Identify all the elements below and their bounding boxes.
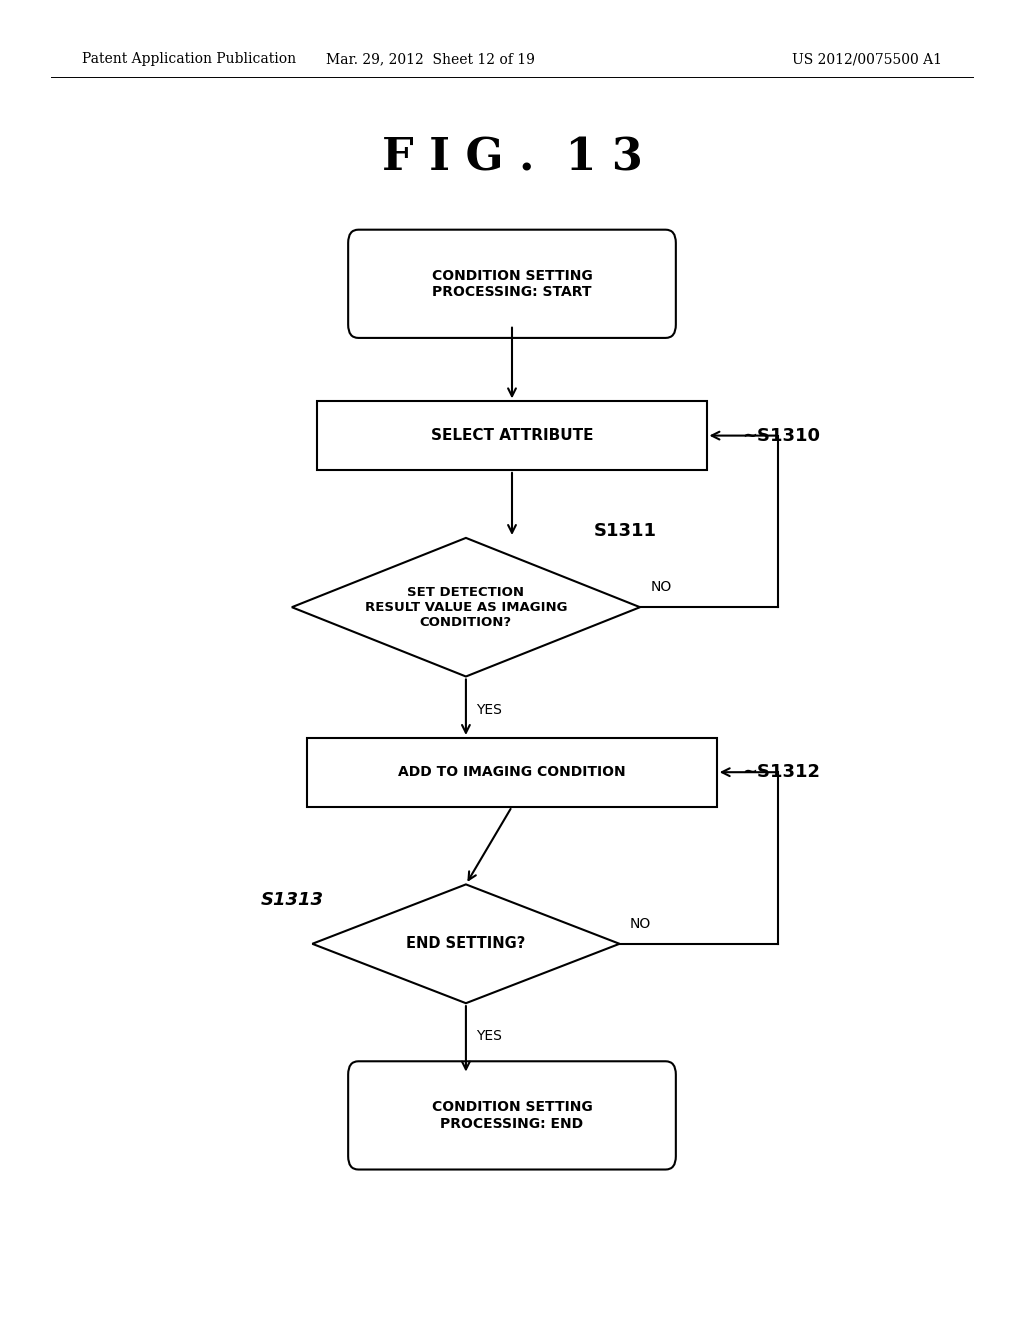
Bar bbox=[317, 401, 707, 470]
FancyBboxPatch shape bbox=[348, 230, 676, 338]
FancyBboxPatch shape bbox=[348, 1061, 676, 1170]
Text: ~S1310: ~S1310 bbox=[742, 426, 820, 445]
Text: Patent Application Publication: Patent Application Publication bbox=[82, 53, 296, 66]
Polygon shape bbox=[312, 884, 620, 1003]
Text: S1311: S1311 bbox=[594, 521, 657, 540]
Text: ~S1312: ~S1312 bbox=[742, 763, 820, 781]
Text: YES: YES bbox=[476, 1030, 502, 1043]
Text: SET DETECTION
RESULT VALUE AS IMAGING
CONDITION?: SET DETECTION RESULT VALUE AS IMAGING CO… bbox=[365, 586, 567, 628]
Polygon shape bbox=[292, 539, 640, 676]
Text: CONDITION SETTING
PROCESSING: START: CONDITION SETTING PROCESSING: START bbox=[432, 269, 592, 298]
Text: US 2012/0075500 A1: US 2012/0075500 A1 bbox=[793, 53, 942, 66]
Text: YES: YES bbox=[476, 702, 502, 717]
Text: SELECT ATTRIBUTE: SELECT ATTRIBUTE bbox=[431, 428, 593, 444]
Text: NO: NO bbox=[650, 581, 672, 594]
Text: F I G .  1 3: F I G . 1 3 bbox=[382, 137, 642, 180]
Text: Mar. 29, 2012  Sheet 12 of 19: Mar. 29, 2012 Sheet 12 of 19 bbox=[326, 53, 535, 66]
Text: CONDITION SETTING
PROCESSING: END: CONDITION SETTING PROCESSING: END bbox=[432, 1101, 592, 1130]
Text: NO: NO bbox=[630, 917, 651, 931]
Text: S1313: S1313 bbox=[261, 891, 325, 909]
Bar bbox=[307, 738, 717, 807]
Text: END SETTING?: END SETTING? bbox=[407, 936, 525, 952]
Text: ADD TO IMAGING CONDITION: ADD TO IMAGING CONDITION bbox=[398, 766, 626, 779]
